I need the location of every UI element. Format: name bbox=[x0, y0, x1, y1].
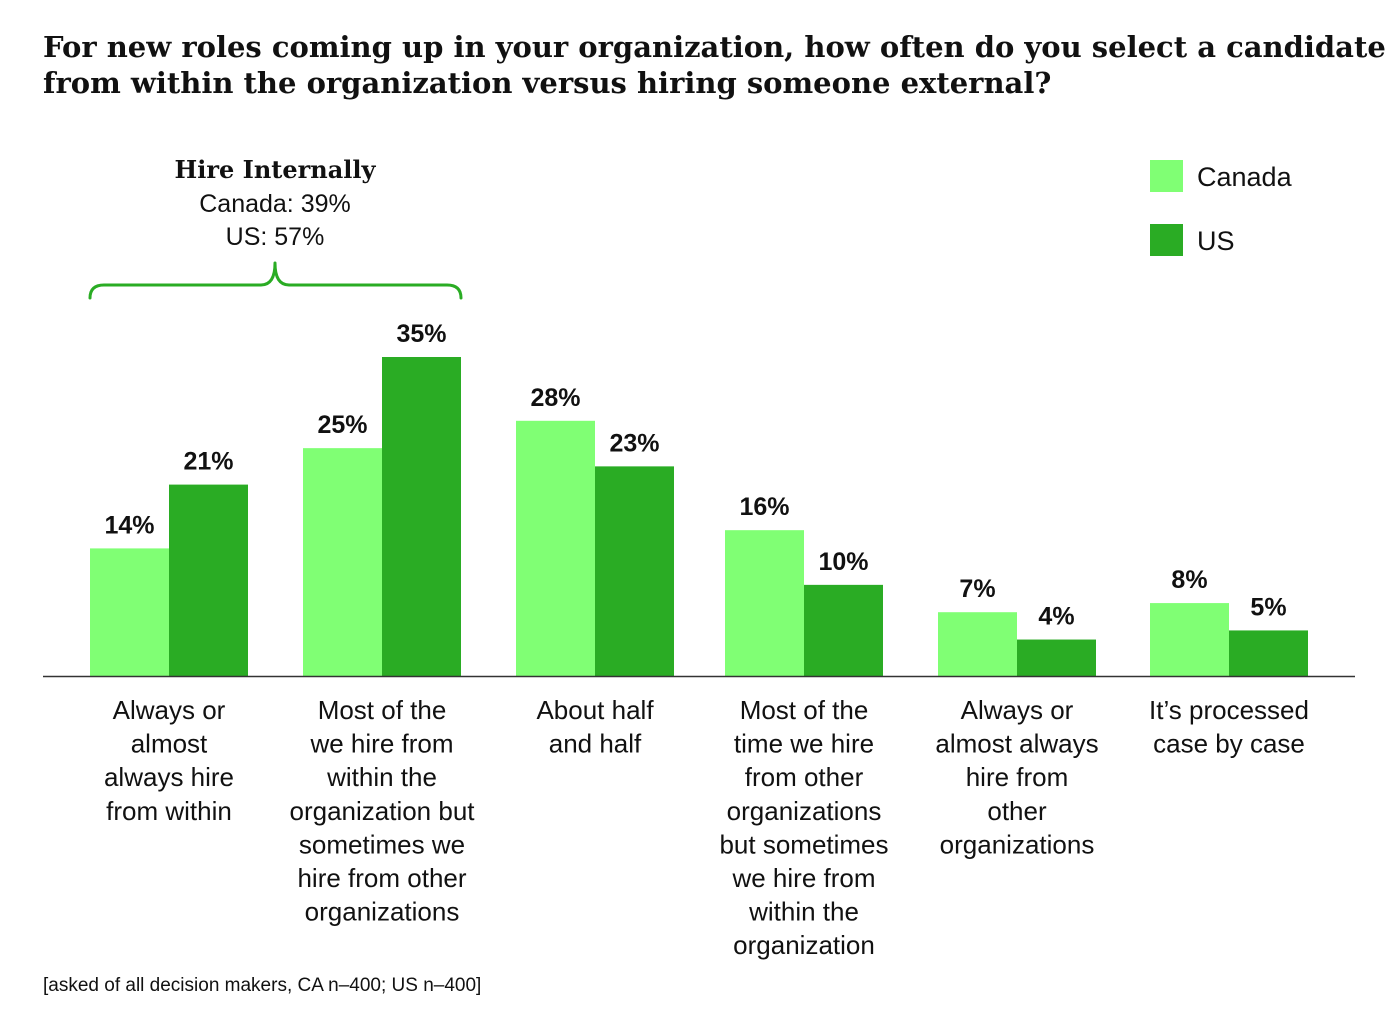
bar-us-0 bbox=[169, 484, 248, 676]
category-label-line: within the bbox=[748, 897, 859, 927]
data-label-us-4: 4% bbox=[1038, 603, 1074, 631]
footnote: [asked of all decision makers, CA n–400;… bbox=[43, 975, 481, 996]
annotation-bracket bbox=[88, 261, 463, 300]
legend-label-us: US bbox=[1197, 226, 1235, 256]
bar-us-4 bbox=[1017, 639, 1096, 676]
data-label-us-5: 5% bbox=[1250, 593, 1286, 621]
bar-canada-3 bbox=[725, 530, 804, 676]
data-label-canada-0: 14% bbox=[104, 511, 154, 539]
category-label-line: organization bbox=[733, 930, 875, 960]
category-label-line: sometimes we bbox=[299, 829, 465, 859]
category-label-line: and half bbox=[549, 729, 642, 759]
category-label-line: hire from other bbox=[297, 863, 466, 893]
footnote-group: [asked of all decision makers, CA n–400;… bbox=[43, 975, 481, 996]
category-label-line: we hire from bbox=[309, 729, 453, 759]
category-label-line: within the bbox=[326, 762, 437, 792]
category-label-line: organization but bbox=[289, 796, 475, 826]
category-label-line: case by case bbox=[1153, 729, 1305, 759]
category-label-line: almost always bbox=[935, 729, 1098, 759]
data-label-canada-1: 25% bbox=[317, 411, 367, 439]
bar-canada-2 bbox=[516, 420, 595, 676]
legend-label-canada: Canada bbox=[1197, 162, 1293, 192]
category-label-line: Most of the bbox=[318, 695, 447, 725]
data-label-us-1: 35% bbox=[396, 320, 446, 348]
data-label-us-0: 21% bbox=[183, 448, 233, 476]
category-label-line: organizations bbox=[305, 897, 460, 927]
bar-canada-5 bbox=[1150, 603, 1229, 676]
category-label-line: hire from bbox=[966, 762, 1069, 792]
bar-canada-1 bbox=[303, 448, 382, 676]
category-label-line: always hire bbox=[104, 762, 234, 792]
data-label-canada-4: 7% bbox=[959, 575, 995, 603]
hire-internally-annotation: Hire Internally Canada: 39% US: 57% bbox=[88, 155, 463, 300]
legend-swatch-canada bbox=[1150, 160, 1183, 192]
bar-canada-4 bbox=[938, 612, 1017, 676]
category-label-line: from other bbox=[745, 762, 864, 792]
bar-canada-0 bbox=[90, 548, 169, 676]
bar-us-5 bbox=[1229, 630, 1308, 676]
category-label-line: Always or bbox=[113, 695, 226, 725]
category-label-line: but sometimes bbox=[719, 829, 888, 859]
category-label-line: Most of the bbox=[740, 695, 869, 725]
data-label-us-2: 23% bbox=[609, 429, 659, 457]
annotation-line: Canada: 39% bbox=[199, 190, 351, 218]
data-label-canada-5: 8% bbox=[1171, 566, 1207, 594]
chart-title-line: For new roles coming up in your organiza… bbox=[43, 30, 1386, 64]
chart-title: For new roles coming up in your organiza… bbox=[43, 30, 1386, 100]
annotation-title: Hire Internally bbox=[175, 155, 377, 184]
annotation-line: US: 57% bbox=[226, 223, 325, 251]
category-label-line: About half bbox=[536, 695, 654, 725]
data-label-canada-2: 28% bbox=[530, 384, 580, 412]
category-label-line: organizations bbox=[940, 829, 1095, 859]
category-label-line: we hire from bbox=[731, 863, 875, 893]
bar-us-3 bbox=[804, 584, 883, 676]
bar-us-1 bbox=[382, 357, 461, 676]
category-label-line: almost bbox=[131, 729, 208, 759]
data-label-canada-3: 16% bbox=[739, 493, 789, 521]
category-label-line: time we hire bbox=[734, 729, 874, 759]
category-label-line: organizations bbox=[727, 796, 882, 826]
bar-us-2 bbox=[595, 466, 674, 676]
category-label-line: other bbox=[987, 796, 1047, 826]
chart-title-line: from within the organization versus hiri… bbox=[43, 66, 1051, 100]
data-labels: 14% 25% 28% 16% 7% 8% 21% 35% 23% 10% 4% 5% bbox=[104, 320, 1286, 631]
category-label-line: It’s processed bbox=[1149, 695, 1309, 725]
legend-swatch-us bbox=[1150, 224, 1183, 256]
data-label-us-3: 10% bbox=[818, 548, 868, 576]
legend: Canada US bbox=[1150, 160, 1293, 256]
category-label-line: from within bbox=[106, 796, 232, 826]
bars bbox=[90, 357, 1308, 676]
category-label-line: Always or bbox=[961, 695, 1074, 725]
